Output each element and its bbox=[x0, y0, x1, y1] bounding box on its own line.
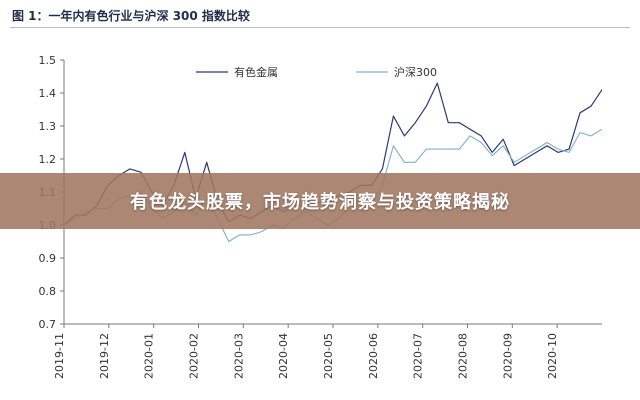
x-tick-label: 2020-09 bbox=[501, 333, 514, 379]
y-tick-label: 1.4 bbox=[39, 87, 57, 100]
figure-title: 图 1：一年内有色行业与沪深 300 指数比较 bbox=[12, 9, 250, 23]
banner-headline: 有色龙头股票，市场趋势洞察与投资策略揭秘 bbox=[130, 192, 510, 213]
y-tick-label: 1.2 bbox=[39, 153, 57, 166]
x-tick-label: 2019-12 bbox=[98, 333, 111, 379]
y-tick-label: 0.9 bbox=[39, 252, 57, 265]
overlay-banner: 有色龙头股票，市场趋势洞察与投资策略揭秘 bbox=[0, 173, 640, 229]
x-tick-label: 2020-03 bbox=[232, 333, 245, 379]
x-tick-label: 2020-07 bbox=[412, 333, 425, 379]
x-tick-label: 2020-06 bbox=[367, 333, 380, 379]
x-tick-label: 2020-10 bbox=[546, 333, 559, 379]
y-tick-label: 0.7 bbox=[39, 318, 57, 331]
x-tick-label: 2020-05 bbox=[322, 333, 335, 379]
y-tick-label: 0.8 bbox=[39, 285, 57, 298]
x-tick-label: 2020-01 bbox=[143, 333, 156, 379]
legend-label-2: 沪深300 bbox=[394, 65, 437, 79]
y-tick-label: 1.3 bbox=[39, 120, 57, 133]
chart-legend: 有色金属 沪深300 bbox=[196, 65, 437, 79]
title-divider bbox=[10, 27, 630, 28]
x-tick-label: 2019-11 bbox=[53, 333, 66, 379]
legend-label-1: 有色金属 bbox=[234, 65, 278, 79]
x-tick-label: 2020-08 bbox=[457, 333, 470, 379]
x-tick-label: 2020-02 bbox=[188, 333, 201, 379]
x-tick-label: 2020-04 bbox=[277, 333, 290, 379]
y-tick-label: 1.5 bbox=[39, 54, 57, 67]
